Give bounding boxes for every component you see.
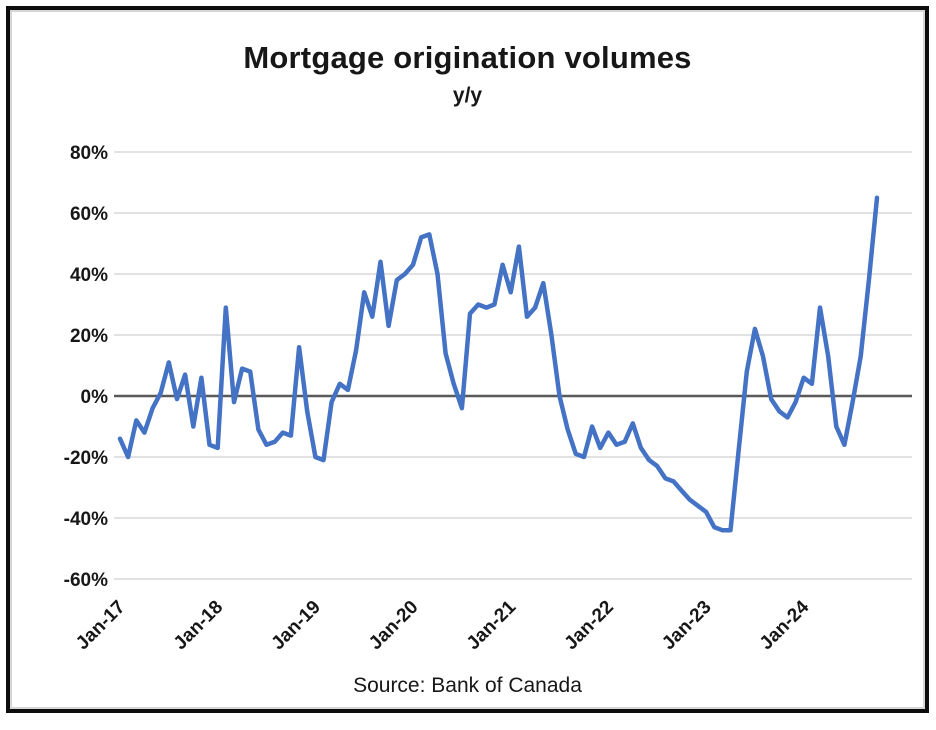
x-tick-label: Jan-23 [658, 597, 715, 654]
y-tick-label: 80% [70, 143, 108, 164]
data-line-series [117, 195, 880, 533]
x-tick-label: Jan-21 [463, 596, 521, 654]
y-tick-label: 0% [81, 387, 109, 408]
chart-frame: 80% 60% 40% 20% 0% -20% -40% -60% Jan-17 Jan-18 Ja… [6, 6, 929, 713]
x-tick-label: Jan-17 [72, 597, 129, 654]
y-tick-label: 40% [70, 265, 108, 286]
chart-subtitle: y/y [452, 84, 483, 107]
y-tick-label: 20% [70, 326, 108, 347]
y-tick-label: -40% [64, 509, 108, 530]
x-tick-label: Jan-24 [756, 596, 814, 654]
source-note: Source: Bank of Canada [353, 674, 582, 697]
x-tick-label: Jan-19 [268, 597, 325, 654]
y-tick-label: 60% [70, 204, 108, 225]
x-tick-label: Jan-22 [561, 597, 618, 654]
x-tick-label: Jan-20 [365, 597, 422, 654]
y-tick-label: -60% [64, 570, 108, 591]
y-tick-label: -20% [64, 448, 108, 469]
chart-title: Mortgage origination volumes [243, 40, 692, 75]
line-chart: 80% 60% 40% 20% 0% -20% -40% -60% Jan-17 Jan-18 Ja… [64, 143, 912, 654]
x-tick-label: Jan-18 [170, 597, 227, 654]
